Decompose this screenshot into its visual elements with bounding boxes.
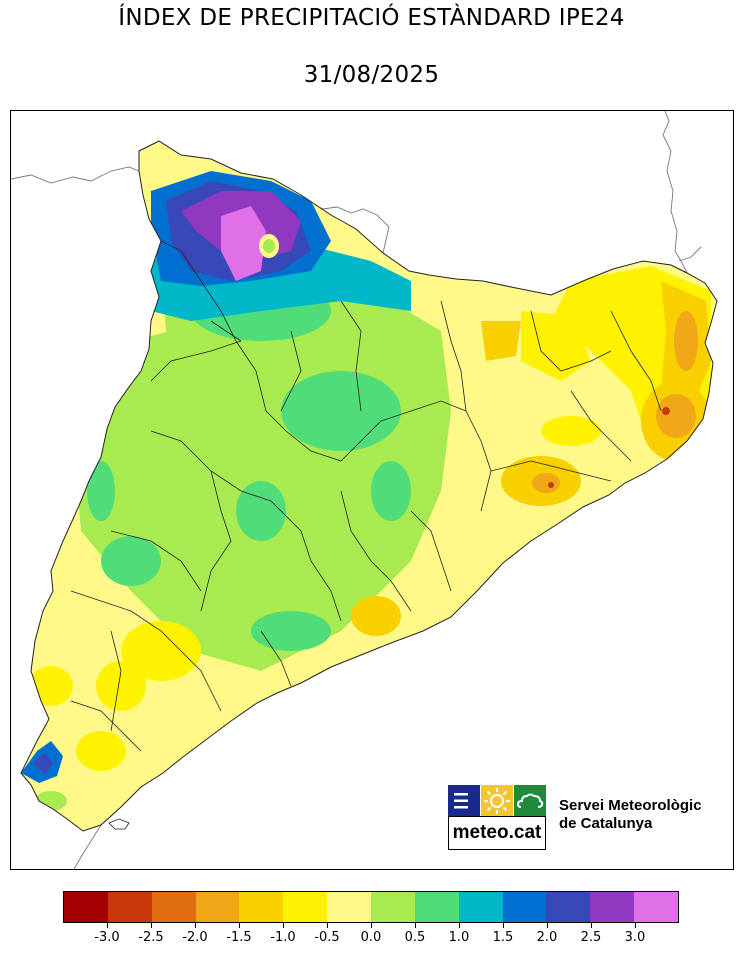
legend-swatch [283,892,328,922]
spi-raster [21,141,717,831]
legend-tick-mark [195,923,196,928]
legend-tick-label: -1.0 [270,930,296,945]
legend-tick-label: 0.0 [360,930,382,945]
logo-blue-box [448,785,480,817]
legend-swatch [239,892,284,922]
legend-tick-label: 1.0 [448,930,470,945]
legend-tick-label: -2.5 [138,930,164,945]
legend-tick-label: -3.0 [94,930,120,945]
catalonia-spi-map [11,111,718,869]
cloud-icon [514,785,546,817]
legend-tick-label: 1.5 [492,930,514,945]
legend-tick-label: 3.0 [624,930,646,945]
map-title: ÍNDEX DE PRECIPITACIÓ ESTÀNDARD IPE24 [118,5,625,31]
map-date: 31/08/2025 [303,62,440,88]
legend-swatch [590,892,635,922]
org-name-line2: de Catalunya [559,815,653,832]
legend-tick-label: 2.5 [580,930,602,945]
org-name-line1: Servei Meteorològic [559,797,702,814]
comarca-borders [70,240,662,752]
legend-tick-mark [635,923,636,928]
legend-tick-label: 2.0 [536,930,558,945]
legend-swatch [151,892,196,922]
legend-tick-mark [459,923,460,928]
legend-swatch [64,892,108,922]
legend-swatch [458,892,503,922]
logo-sun-box [481,785,513,817]
legend-swatch [195,892,240,922]
meteocat-logo [448,785,723,851]
legend-swatch [502,892,547,922]
legend-tick-mark [239,923,240,928]
legend-tick-label: -0.5 [314,930,340,945]
legend-tick-mark [591,923,592,928]
legend-colorbar [63,891,679,923]
legend-swatch [107,892,152,922]
legend-tick-mark [415,923,416,928]
legend-tick-label: -2.0 [182,930,208,945]
logo-lines-icon [448,785,480,817]
legend-tick-label: 0.5 [404,930,426,945]
logo-cloud-box [514,785,546,817]
catalonia-outline [20,140,718,832]
legend-swatch [634,892,679,922]
legend-tick-mark [283,923,284,928]
legend-swatch [546,892,591,922]
logo-wordmark: meteo.cat [448,816,546,850]
legend-swatch [371,892,415,922]
legend-tick-mark [547,923,548,928]
legend-tick-mark [503,923,504,928]
sun-icon [481,785,513,817]
legend-swatch [327,892,372,922]
legend-tick-label: -1.5 [226,930,252,945]
coast-islet [108,818,130,830]
legend-tick-mark [327,923,328,928]
legend-tick-mark [107,923,108,928]
legend-swatch [414,892,459,922]
legend-tick-mark [371,923,372,928]
legend-tick-mark [151,923,152,928]
map-panel [10,110,734,870]
